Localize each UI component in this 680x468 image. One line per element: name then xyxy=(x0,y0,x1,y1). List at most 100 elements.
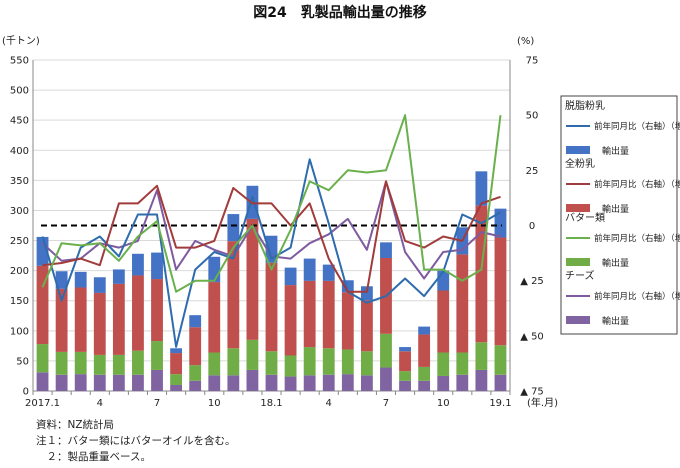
bar-whole-milk-powder xyxy=(93,292,106,355)
bar-whole-milk-powder xyxy=(265,262,278,352)
x-tick-label: 19.1 xyxy=(489,398,511,409)
bar-skim-milk-powder xyxy=(132,253,144,276)
bar-cheese xyxy=(112,374,125,391)
x-tick-label: 7 xyxy=(154,398,160,409)
bar-skim-milk-powder xyxy=(265,235,278,263)
bar-butter xyxy=(112,354,125,375)
y-right-tick-label: 25 xyxy=(526,166,539,177)
bar-cheese xyxy=(437,375,450,391)
bar-butter xyxy=(170,374,183,385)
y-left-tick-label: 200 xyxy=(10,266,29,277)
bar-cheese xyxy=(399,380,411,391)
y-right-tick-label: ▲ 75 xyxy=(520,387,544,398)
legend-group-whole-milk-powder: 全粉乳 xyxy=(565,157,595,170)
legend-line-label-whole-milk-powder: 前年同月比（右軸）（増減率） xyxy=(594,179,680,190)
x-tick-label: 4 xyxy=(97,398,103,409)
bar-skim-milk-powder xyxy=(74,271,87,288)
bar-cheese xyxy=(303,375,316,391)
legend-group-cheese: チーズ xyxy=(565,269,595,282)
bar-whole-milk-powder xyxy=(341,292,354,350)
bar-cheese xyxy=(322,374,335,391)
bar-butter xyxy=(132,350,144,375)
bar-butter xyxy=(265,351,278,375)
bar-whole-milk-powder xyxy=(437,290,450,353)
bar-cheese xyxy=(208,375,221,391)
bar-whole-milk-powder xyxy=(151,279,163,342)
legend-line-label-butter: 前年同月比（右軸）（増減率） xyxy=(594,233,680,244)
y-right-tick-label: 0 xyxy=(529,221,535,232)
bar-whole-milk-powder xyxy=(475,205,488,343)
bar-skim-milk-powder xyxy=(208,256,221,283)
bar-cheese xyxy=(227,375,240,391)
bar-cheese xyxy=(132,374,144,391)
bar-butter xyxy=(284,355,297,377)
legend-bar-swatch-skim-milk-powder xyxy=(566,146,590,154)
bar-skim-milk-powder xyxy=(475,171,488,206)
bar-whole-milk-powder xyxy=(303,280,316,348)
bar-butter xyxy=(418,366,431,381)
bar-cheese xyxy=(341,374,354,391)
bar-butter xyxy=(55,351,68,375)
legend-group-skim-milk-powder: 脱脂粉乳 xyxy=(565,99,605,112)
bar-whole-milk-powder xyxy=(170,353,183,375)
x-tick-label: 7 xyxy=(383,398,389,409)
bar-butter xyxy=(36,344,49,373)
legend-bar-swatch-cheese xyxy=(566,316,590,324)
bar-butter xyxy=(189,365,202,381)
bar-whole-milk-powder xyxy=(55,288,68,352)
bar-cheese xyxy=(456,374,469,391)
bar-butter xyxy=(494,345,507,375)
bar-butter xyxy=(380,333,392,368)
x-tick-label: 10 xyxy=(437,398,450,409)
bar-butter xyxy=(303,347,316,376)
bar-whole-milk-powder xyxy=(208,282,221,353)
line-butter-yoy xyxy=(41,114,502,293)
bar-cheese xyxy=(418,380,431,391)
x-tick-label: 18.1 xyxy=(260,398,282,409)
bar-butter xyxy=(399,371,411,381)
bar-butter xyxy=(93,354,106,375)
bar-cheese xyxy=(93,374,106,391)
bar-cheese xyxy=(265,374,278,391)
legend-line-label-skim-milk-powder: 前年同月比（右軸）（増減率） xyxy=(594,121,680,132)
y-left-tick-label: 400 xyxy=(10,146,29,157)
bar-cheese xyxy=(55,374,68,391)
note-source: 資料：NZ統計局 xyxy=(36,419,115,431)
notes: 資料：NZ統計局 注１：バター類にはバターオイルを含む。 ２：製品重量ベース。 xyxy=(36,417,236,465)
bar-skim-milk-powder xyxy=(55,271,68,289)
line-whole-milk-powder-yoy xyxy=(42,180,501,293)
bar-cheese xyxy=(284,376,297,391)
bar-skim-milk-powder xyxy=(322,264,335,281)
bar-whole-milk-powder xyxy=(322,280,335,349)
bar-whole-milk-powder xyxy=(74,287,87,352)
legend-bar-label-cheese: 輸出量 xyxy=(602,315,629,327)
y-left-tick-label: 100 xyxy=(10,326,29,337)
bar-whole-milk-powder xyxy=(494,237,507,346)
note-1: 注１：バター類にはバターオイルを含む。 xyxy=(36,435,236,447)
bar-skim-milk-powder xyxy=(284,267,297,286)
legend-bar-swatch-whole-milk-powder xyxy=(566,204,590,212)
bar-skim-milk-powder xyxy=(380,242,392,258)
y-right-tick-label: 75 xyxy=(526,56,539,67)
bar-cheese xyxy=(360,375,373,391)
y-right-axis-label: (%) xyxy=(517,36,534,47)
bar-butter xyxy=(475,342,488,370)
x-axis-unit-label: (年.月) xyxy=(527,396,558,409)
bar-cheese xyxy=(475,369,488,391)
bar-skim-milk-powder xyxy=(112,269,125,284)
y-left-tick-label: 550 xyxy=(10,56,29,67)
legend-bar-label-whole-milk-powder: 輸出量 xyxy=(602,203,629,215)
bar-skim-milk-powder xyxy=(36,236,49,266)
bar-skim-milk-powder xyxy=(341,280,354,293)
bar-whole-milk-powder xyxy=(399,351,411,372)
chart-title: 図24 乳製品輸出量の推移 xyxy=(253,5,427,21)
bar-butter xyxy=(322,348,335,375)
bar-cheese xyxy=(151,369,163,391)
bar-skim-milk-powder xyxy=(303,258,316,281)
legend-line-label-cheese: 前年同月比（右軸）（増減率） xyxy=(594,291,680,302)
bar-butter xyxy=(74,351,87,375)
bar-skim-milk-powder xyxy=(170,348,183,354)
x-tick-label: 10 xyxy=(208,398,221,409)
